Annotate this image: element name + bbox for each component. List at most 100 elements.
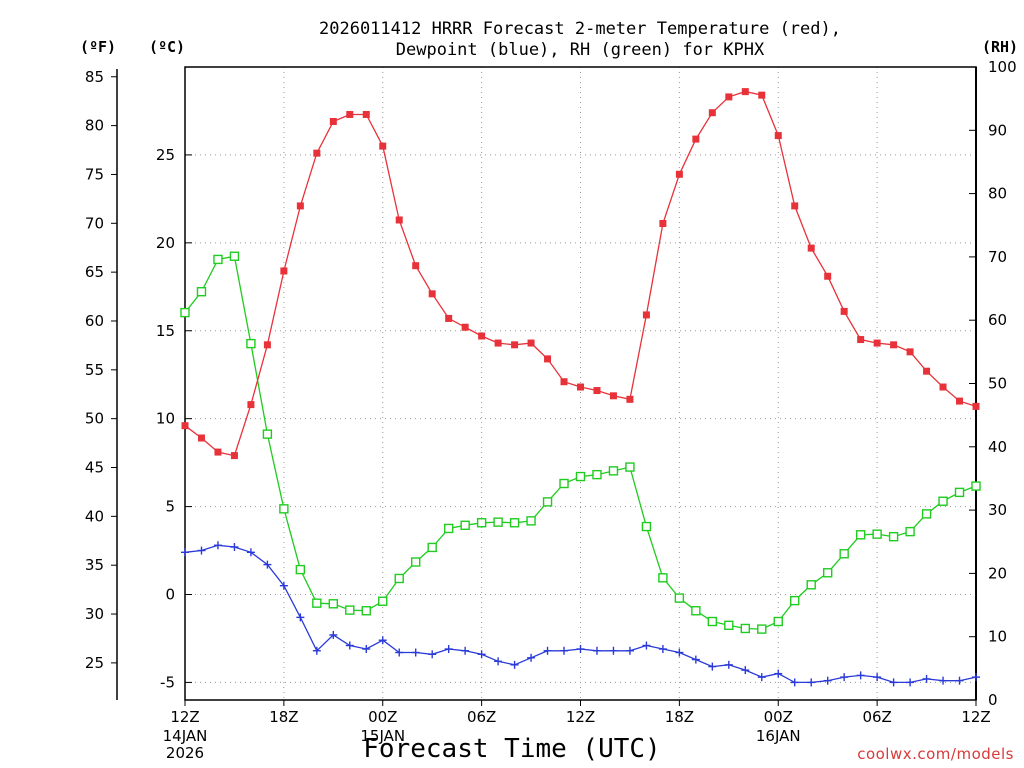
- rh-point: [476, 518, 487, 528]
- series-layer: [180, 88, 981, 687]
- rh-point: [790, 595, 800, 606]
- fahrenheit-tick-label: 40: [85, 507, 104, 525]
- plot-frame: [184, 66, 977, 701]
- temperature-point: [461, 323, 469, 331]
- x-tick-label: 00Z: [368, 708, 397, 726]
- rh-point: [196, 287, 207, 297]
- temperature-point: [230, 452, 238, 460]
- dewpoint-series: [181, 541, 980, 687]
- rh-point: [608, 466, 619, 476]
- x-tick-label: 06Z: [467, 708, 496, 726]
- rh-point: [378, 596, 388, 606]
- temperature-point: [725, 93, 733, 101]
- x-tick-label: 06Z: [862, 708, 891, 726]
- dewpoint-point: [708, 662, 717, 671]
- rh-point: [855, 530, 866, 540]
- rh-point: [427, 542, 437, 553]
- rh-point: [822, 568, 833, 578]
- dewpoint-point: [246, 548, 255, 557]
- dewpoint-point: [543, 646, 552, 655]
- rh-tick-label: 80: [988, 185, 1007, 203]
- rh-unit-label: (RH): [982, 38, 1018, 56]
- dewpoint-point: [296, 613, 305, 622]
- x-tick-date-label: 16JAN: [756, 727, 801, 745]
- rh-point: [279, 504, 289, 514]
- temperature-point: [544, 355, 552, 363]
- temperature-point: [626, 395, 634, 403]
- rh-point: [394, 573, 404, 584]
- temperature-point: [362, 110, 370, 118]
- rh-point: [757, 624, 767, 634]
- temperature-point: [577, 383, 584, 391]
- rh-point: [658, 573, 668, 583]
- dewpoint-point: [741, 666, 750, 675]
- celsius-unit-label: (ºC): [149, 38, 185, 56]
- rh-point: [312, 598, 322, 608]
- temperature-point: [263, 341, 271, 349]
- temperature-point: [972, 402, 980, 410]
- rh-tick-label: 40: [988, 438, 1007, 456]
- dewpoint-point: [213, 541, 222, 550]
- dewpoint-point: [922, 674, 931, 683]
- chart-title-line-2: Dewpoint (blue), RH (green) for KPHX: [396, 40, 765, 60]
- temperature-point: [197, 434, 205, 442]
- fahrenheit-tick-label: 60: [85, 312, 104, 330]
- rh-point: [888, 531, 899, 542]
- temperature-point: [527, 339, 535, 347]
- dewpoint-point: [395, 648, 404, 657]
- dewpoint-point: [642, 641, 651, 650]
- celsius-tick-label: 10: [156, 410, 175, 428]
- dewpoint-point: [906, 678, 915, 687]
- rh-point: [625, 462, 635, 472]
- dewpoint-point: [856, 671, 865, 680]
- celsius-tick-label: 0: [165, 586, 175, 604]
- x-tick-label: 18Z: [269, 708, 298, 726]
- celsius-axis: -5 0 5 10 15 20 25: [156, 146, 192, 691]
- temperature-point: [280, 267, 288, 275]
- temperature-point: [791, 202, 799, 210]
- rh-point: [740, 623, 750, 634]
- rh-tick-label: 90: [988, 121, 1007, 139]
- x-tick-label: 12Z: [566, 708, 595, 726]
- temperature-point: [428, 290, 436, 298]
- rh-tick-label: 60: [988, 311, 1007, 329]
- rh-point: [180, 307, 190, 318]
- dewpoint-point: [230, 543, 239, 552]
- temperature-point: [593, 387, 601, 395]
- dewpoint-point: [312, 646, 321, 655]
- rh-point: [542, 497, 553, 507]
- x-axis-title: Forecast Time (UTC): [363, 734, 660, 764]
- temperature-point: [642, 311, 650, 319]
- x-tick-label: 12Z: [961, 708, 990, 726]
- dewpoint-point: [411, 648, 420, 657]
- dewpoint-point: [889, 678, 898, 687]
- rh-point: [971, 481, 981, 491]
- rh-point: [411, 557, 421, 567]
- rh-point: [345, 605, 355, 615]
- dewpoint-point: [724, 660, 733, 669]
- x-tick-date-label: 15JAN: [360, 727, 405, 745]
- dewpoint-point: [576, 645, 585, 654]
- rh-tick-label: 10: [988, 628, 1007, 646]
- x-tick-label: 12Z: [170, 708, 199, 726]
- rh-point: [921, 509, 932, 519]
- temperature-point: [873, 339, 881, 347]
- dewpoint-point: [329, 630, 338, 639]
- temperature-point: [906, 348, 914, 356]
- rh-tick-label: 0: [988, 691, 998, 709]
- temperature-point: [758, 91, 766, 99]
- rh-tick-label: 100: [988, 58, 1017, 76]
- celsius-tick-label: 5: [165, 498, 175, 516]
- rh-point: [674, 593, 685, 603]
- celsius-tick-label: 20: [156, 234, 175, 252]
- temperature-point: [247, 401, 255, 409]
- rh-point: [707, 616, 718, 627]
- credit-link[interactable]: coolwx.com/models: [857, 745, 1014, 763]
- rh-tick-label: 30: [988, 501, 1007, 519]
- fahrenheit-axis: 25 30 35 40 45 50 55 60 65 70 75 80 85: [85, 68, 117, 672]
- temperature-point: [445, 314, 453, 322]
- fahrenheit-unit-label: (ºF): [80, 38, 116, 56]
- rh-tick-label: 70: [988, 248, 1007, 266]
- rh-point: [526, 516, 536, 526]
